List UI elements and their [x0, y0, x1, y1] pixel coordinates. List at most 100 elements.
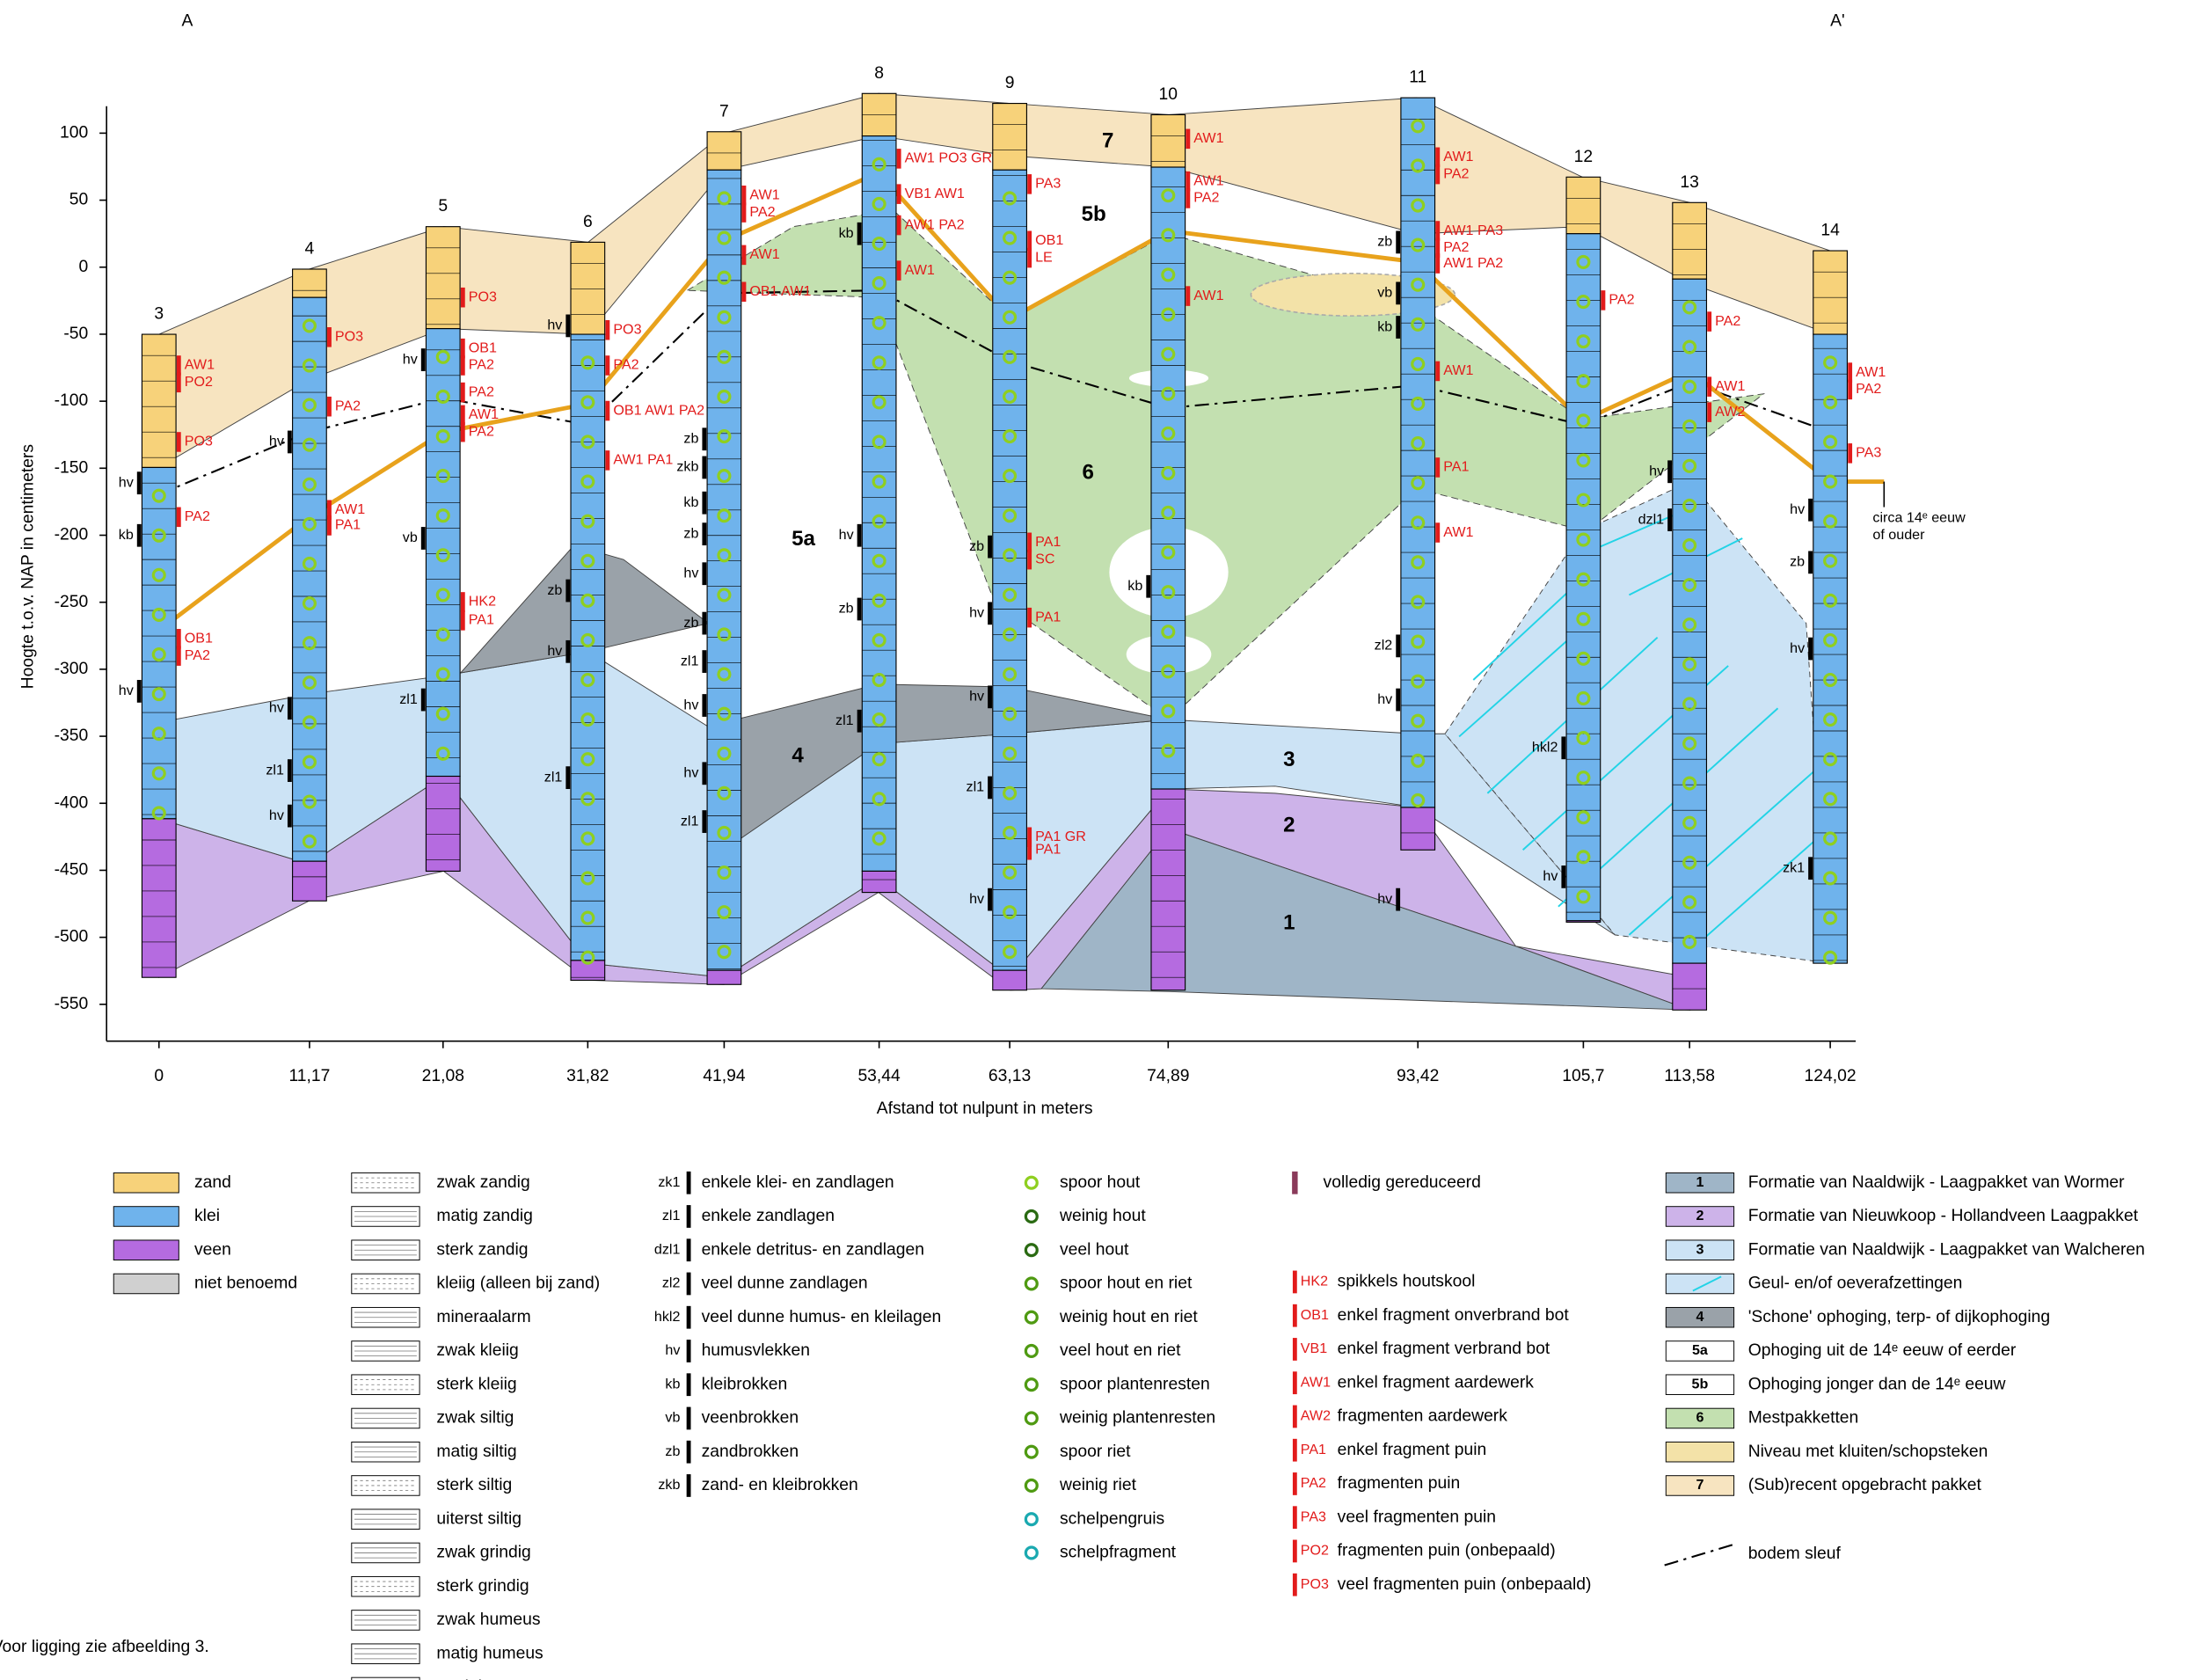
- legend-code: hv: [665, 1342, 680, 1358]
- layer-label: hv: [403, 351, 418, 367]
- plant-symbol: [1576, 889, 1591, 904]
- plant-symbol: [435, 548, 450, 563]
- plant-symbol: [1003, 191, 1018, 206]
- plant-symbol: [717, 349, 732, 364]
- borehole-clay: [292, 296, 327, 862]
- plant-symbol: [580, 514, 595, 529]
- find-label: OB1 AW1 PA2: [613, 402, 704, 418]
- borehole-clay: [141, 466, 177, 820]
- plant-symbol: [1576, 532, 1591, 547]
- find-label: PA2: [469, 423, 494, 439]
- plant-symbol: [1161, 625, 1176, 639]
- plant-symbol: [1823, 355, 1838, 370]
- layer-label: hv: [269, 699, 284, 715]
- layer-label: hv: [969, 891, 984, 907]
- plant-symbol: [1411, 555, 1426, 570]
- find-label: PA2: [1609, 292, 1634, 308]
- find-label: PA2: [185, 508, 210, 524]
- plant-symbol: [1823, 871, 1838, 886]
- legend-symbol: [1024, 1411, 1039, 1426]
- legend-swatch: [1665, 1239, 1735, 1260]
- layer-label: zl1: [544, 769, 563, 785]
- legend-text: weinig hout en riet: [1059, 1308, 1198, 1326]
- borehole-number: 9: [1005, 74, 1015, 92]
- plant-symbol: [1576, 810, 1591, 825]
- unit-label: 4: [792, 743, 804, 767]
- plant-symbol: [302, 755, 317, 770]
- layer-label: kb: [1127, 578, 1142, 594]
- plant-symbol: [1682, 578, 1697, 593]
- plant-symbol: [1576, 850, 1591, 865]
- legend-text: veel fragmenten puin: [1338, 1508, 1496, 1526]
- borehole-peat: [425, 775, 461, 872]
- plant-symbol: [302, 676, 317, 690]
- legend-swatch: [113, 1172, 179, 1194]
- plant-symbol: [717, 310, 732, 325]
- legend-text: fragmenten puin (onbepaald): [1338, 1542, 1556, 1560]
- legend-text: humusvlekken: [702, 1341, 810, 1360]
- layer-label: hv: [683, 565, 698, 581]
- find-label: OB1: [469, 340, 497, 355]
- y-tick-label: -400: [55, 793, 89, 812]
- plant-symbol: [435, 389, 450, 404]
- plant-symbol: [1411, 753, 1426, 768]
- layer-label: hv: [119, 683, 134, 698]
- plant-symbol: [1003, 865, 1018, 880]
- y-tick-label: -450: [55, 861, 89, 880]
- plant-symbol: [1003, 230, 1018, 245]
- layer-label: kb: [839, 225, 854, 241]
- legend-swatch: [113, 1206, 179, 1227]
- y-tick-label: -500: [55, 928, 89, 946]
- plant-symbol: [302, 596, 317, 611]
- plant-symbol: [1411, 793, 1426, 807]
- legend-text: zwak grindig: [436, 1544, 530, 1562]
- plant-symbol: [1823, 672, 1838, 688]
- find-label: AW1: [1193, 288, 1223, 303]
- legend-text: veenbrokken: [702, 1409, 799, 1428]
- find-label: LE: [1035, 249, 1053, 265]
- plant-symbol: [302, 715, 317, 730]
- plant-symbol: [1411, 158, 1426, 173]
- legend-symbol: [1024, 1478, 1039, 1494]
- plant-symbol: [1576, 730, 1591, 746]
- plant-symbol: [435, 706, 450, 721]
- legend-text: veen: [194, 1240, 231, 1259]
- layer-label: hv: [969, 689, 984, 705]
- plant-symbol: [1682, 657, 1697, 672]
- plant-symbol: [302, 318, 317, 333]
- plant-symbol: [435, 746, 450, 761]
- plant-symbol: [1003, 389, 1018, 404]
- plant-symbol: [580, 831, 595, 846]
- plant-symbol: [435, 667, 450, 682]
- legend-text: enkel fragment verbrand bot: [1338, 1340, 1550, 1358]
- legend-text: Ophoging jonger dan de 14ᵉ eeuw: [1748, 1375, 2006, 1393]
- find-label: PA2: [1715, 313, 1740, 329]
- layer-label: zl1: [835, 712, 854, 728]
- plant-symbol: [435, 508, 450, 523]
- find-label: AW1: [749, 186, 779, 202]
- plant-symbol: [1411, 277, 1426, 292]
- plant-symbol: [1003, 349, 1018, 364]
- legend-code: kb: [665, 1376, 680, 1391]
- plant-symbol: [717, 508, 732, 523]
- plant-symbol: [717, 588, 732, 603]
- plant-symbol: [302, 398, 317, 413]
- plant-symbol: [1576, 572, 1591, 587]
- plant-symbol: [151, 727, 166, 741]
- x-tick-label: 41,94: [703, 1067, 746, 1085]
- legend-text: sterk zandig: [436, 1240, 528, 1259]
- plant-symbol: [1823, 553, 1838, 568]
- find-label: OB1: [1035, 232, 1063, 248]
- find-label: AW1 PA3: [1443, 223, 1503, 238]
- layer-label: kb: [119, 527, 134, 543]
- plant-symbol: [1003, 627, 1018, 642]
- find-label: PO3: [469, 289, 497, 304]
- plant-symbol: [872, 514, 886, 529]
- plant-symbol: [1003, 270, 1018, 285]
- borehole-peat: [992, 969, 1027, 991]
- legend-text: veel dunne zandlagen: [702, 1275, 868, 1293]
- legend-code: zl2: [662, 1275, 681, 1291]
- legend-code: zl1: [662, 1208, 681, 1223]
- borehole-peat: [1150, 788, 1186, 991]
